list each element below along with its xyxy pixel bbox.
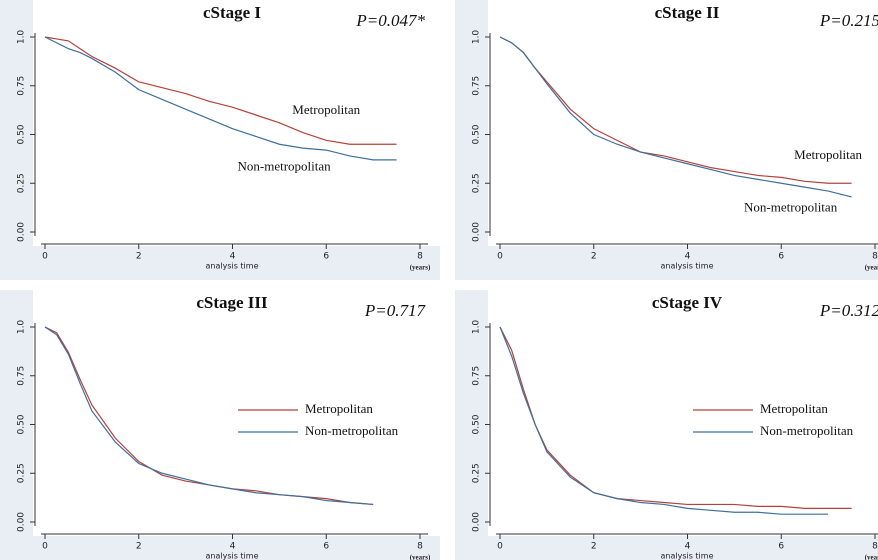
p-value: P=0.047* [355, 11, 425, 30]
x-tick-label: 2 [591, 252, 597, 262]
survival-curve [44, 326, 374, 506]
y-tick-label: 0.75 [472, 76, 482, 96]
y-tick-label: 0.00 [472, 222, 482, 242]
y-tick-label: 0.75 [472, 366, 482, 386]
legend-label: Non-metropolitan [305, 423, 399, 438]
x-tick-label: 2 [136, 252, 142, 262]
p-value: P=0.312 [819, 301, 878, 320]
x-tick-label: 6 [323, 252, 329, 262]
survival-curve [499, 36, 852, 198]
y-tick-label: 0.25 [17, 463, 27, 483]
survival-curve [44, 36, 397, 145]
survival-curve [499, 326, 829, 515]
x-tick-label: 4 [230, 542, 236, 552]
plot-area [488, 0, 878, 246]
x-tick-label: 4 [685, 542, 691, 552]
panel: 0.00 0.25 0.50 0.75 1.0 0 2 4 6 8 analysis time (ye… [455, 0, 878, 280]
x-axis-label: analysis time [660, 552, 713, 560]
x-axis-unit: (years) [410, 554, 431, 560]
x-tick-label: 4 [230, 252, 236, 262]
x-tick-label: 8 [872, 542, 878, 552]
y-tick-label: 0.50 [472, 124, 482, 144]
curve-label: Metropolitan [292, 102, 360, 117]
plot-area [488, 290, 878, 536]
legend-label: Non-metropolitan [760, 423, 854, 438]
x-axis-unit: (years) [865, 264, 878, 272]
y-tick-label: 0.00 [472, 512, 482, 532]
y-tick-label: 0.00 [17, 512, 27, 532]
legend-label: Metropolitan [760, 401, 828, 416]
x-tick-label: 6 [778, 252, 784, 262]
plot-area [33, 290, 440, 536]
p-value: P=0.215 [819, 11, 878, 30]
survival-curve [44, 326, 374, 506]
y-tick-label: 1.0 [472, 320, 482, 335]
x-axis-unit: (years) [865, 554, 878, 560]
chart-title: cStage I [203, 3, 261, 22]
panel: 0.00 0.25 0.50 0.75 1.0 0 2 4 6 8 analysis time (ye… [455, 290, 878, 560]
y-tick-label: 0.50 [472, 414, 482, 434]
survival-curve [44, 36, 397, 161]
x-tick-label: 4 [685, 252, 691, 262]
chart-title: cStage II [655, 3, 720, 22]
curve-label: Non-metropolitan [237, 159, 331, 174]
legend-label: Metropolitan [305, 401, 373, 416]
chart-title: cStage III [196, 293, 268, 312]
y-tick-label: 0.25 [472, 463, 482, 483]
x-tick-label: 2 [136, 542, 142, 552]
x-tick-label: 8 [417, 542, 423, 552]
x-axis-label: analysis time [660, 262, 713, 271]
x-tick-label: 0 [42, 542, 48, 552]
x-axis-unit: (years) [410, 264, 431, 272]
y-tick-label: 0.75 [17, 76, 27, 96]
x-tick-label: 6 [778, 542, 784, 552]
y-tick-label: 0.50 [17, 414, 27, 434]
x-axis-label: analysis time [205, 552, 258, 560]
y-tick-label: 0.00 [17, 222, 27, 242]
x-tick-label: 6 [323, 542, 329, 552]
chart-title: cStage IV [652, 293, 723, 312]
plot-area [33, 0, 440, 246]
p-value: P=0.717 [364, 301, 427, 320]
x-tick-label: 2 [591, 542, 597, 552]
x-tick-label: 8 [872, 252, 878, 262]
y-tick-label: 0.25 [472, 173, 482, 193]
x-tick-label: 0 [497, 252, 503, 262]
panel: 0.00 0.25 0.50 0.75 1.0 0 2 4 6 8 analysis time (ye… [0, 290, 440, 560]
y-tick-label: 1.0 [17, 30, 27, 45]
y-tick-label: 0.75 [17, 366, 27, 386]
x-tick-label: 8 [417, 252, 423, 262]
y-tick-label: 0.50 [17, 124, 27, 144]
x-tick-label: 0 [42, 252, 48, 262]
x-axis-label: analysis time [205, 262, 258, 271]
y-tick-label: 1.0 [472, 30, 482, 45]
curve-label: Non-metropolitan [744, 200, 838, 215]
x-tick-label: 0 [497, 542, 503, 552]
panel: 0.00 0.25 0.50 0.75 1.0 0 2 4 6 8 analysis time (ye… [0, 0, 440, 280]
curve-label: Metropolitan [794, 147, 862, 162]
y-tick-label: 0.25 [17, 173, 27, 193]
y-tick-label: 1.0 [17, 320, 27, 335]
